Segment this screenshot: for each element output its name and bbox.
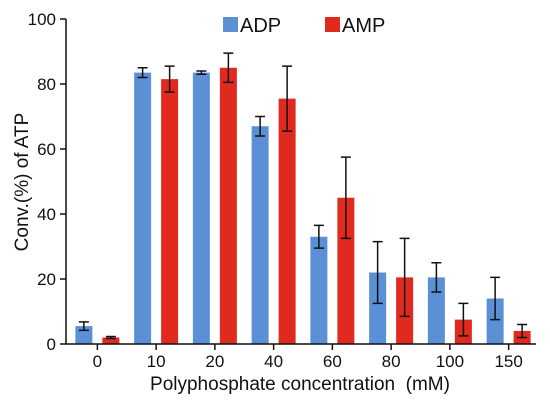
bar-adp — [310, 236, 328, 344]
y-tick-label: 80 — [37, 75, 56, 94]
x-tick-label: 150 — [494, 352, 522, 371]
y-axis-title: Conv.(%) of ATP — [12, 113, 33, 252]
bar-amp — [337, 197, 355, 344]
legend-label-adp: ADP — [240, 15, 281, 37]
legend-swatch-amp — [325, 17, 340, 32]
error-bars-layer — [78, 52, 528, 340]
x-tick-label: 100 — [436, 352, 464, 371]
legend: ADP AMP — [223, 15, 385, 37]
bar-adp — [369, 272, 387, 344]
legend-swatch-adp — [223, 17, 238, 32]
bar-adp — [427, 277, 445, 344]
y-ticks: 0 20 40 60 80 100 — [28, 10, 66, 354]
bar-adp — [251, 126, 269, 344]
x-tick-label: 80 — [382, 352, 401, 371]
y-tick-label: 20 — [37, 270, 56, 289]
x-tick-label: 10 — [147, 352, 166, 371]
y-tick-label: 0 — [47, 335, 56, 354]
axes — [65, 19, 536, 345]
y-tick-label: 100 — [28, 10, 56, 29]
bar-adp — [486, 298, 504, 344]
x-ticks: 0 10 20 40 60 80 100 150 — [93, 344, 523, 371]
bars-layer — [75, 67, 531, 344]
legend-label-amp: AMP — [342, 15, 385, 37]
bar-amp — [161, 79, 179, 344]
x-tick-label: 60 — [323, 352, 342, 371]
bar-adp — [134, 72, 152, 344]
y-tick-label: 60 — [37, 140, 56, 159]
bar-amp — [278, 98, 296, 344]
bar-amp — [219, 67, 237, 344]
bar-adp — [192, 72, 210, 344]
x-tick-label: 20 — [205, 352, 224, 371]
x-axis-title: Polyphosphate concentration (mM) — [150, 374, 450, 395]
x-tick-label: 0 — [93, 352, 102, 371]
bar-amp — [102, 337, 120, 344]
y-tick-label: 40 — [37, 205, 56, 224]
x-tick-label: 40 — [264, 352, 283, 371]
